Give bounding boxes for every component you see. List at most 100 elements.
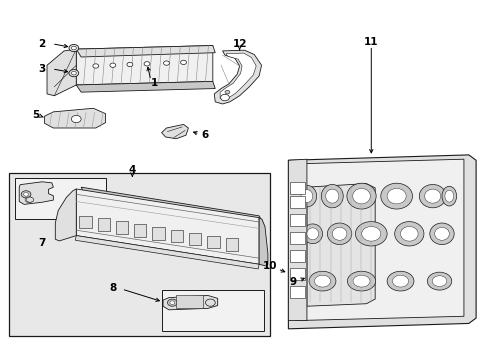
Circle shape [127, 62, 133, 67]
Circle shape [69, 44, 79, 51]
Circle shape [21, 191, 31, 198]
Ellipse shape [441, 186, 456, 206]
Text: 9: 9 [289, 277, 296, 287]
Ellipse shape [325, 189, 338, 203]
Circle shape [71, 116, 81, 123]
Polygon shape [76, 189, 259, 264]
Ellipse shape [392, 275, 408, 287]
Polygon shape [170, 230, 183, 242]
Ellipse shape [424, 189, 440, 203]
Polygon shape [288, 159, 306, 320]
Ellipse shape [400, 226, 417, 241]
Ellipse shape [301, 190, 312, 203]
Polygon shape [76, 81, 215, 92]
Ellipse shape [327, 223, 351, 244]
Ellipse shape [361, 226, 380, 241]
Bar [289, 197, 305, 208]
Polygon shape [19, 182, 53, 204]
Bar [289, 215, 305, 226]
Bar [289, 286, 305, 298]
Polygon shape [306, 184, 374, 306]
Circle shape [163, 61, 169, 65]
Polygon shape [81, 187, 261, 220]
Bar [289, 232, 305, 244]
Polygon shape [295, 159, 463, 320]
Text: 6: 6 [202, 130, 209, 140]
Ellipse shape [314, 275, 330, 287]
Polygon shape [79, 216, 91, 228]
Polygon shape [55, 189, 76, 241]
Polygon shape [161, 125, 188, 139]
Ellipse shape [434, 227, 448, 240]
Ellipse shape [380, 183, 412, 209]
Ellipse shape [355, 222, 386, 246]
Text: 8: 8 [109, 283, 116, 293]
Ellipse shape [386, 271, 413, 291]
Circle shape [224, 90, 229, 94]
Bar [289, 250, 305, 262]
Ellipse shape [346, 183, 375, 209]
Circle shape [71, 71, 76, 75]
Polygon shape [75, 235, 259, 269]
Polygon shape [163, 296, 217, 310]
Circle shape [167, 299, 177, 306]
Polygon shape [47, 49, 76, 96]
Ellipse shape [394, 222, 423, 246]
Ellipse shape [346, 271, 375, 291]
Polygon shape [44, 108, 105, 128]
Text: 1: 1 [150, 78, 158, 88]
Polygon shape [189, 233, 201, 245]
Ellipse shape [321, 184, 343, 208]
Polygon shape [152, 227, 164, 239]
Text: 10: 10 [263, 261, 277, 271]
Ellipse shape [352, 188, 369, 204]
Ellipse shape [306, 228, 318, 240]
Ellipse shape [427, 272, 451, 290]
Ellipse shape [429, 223, 453, 244]
Circle shape [25, 197, 33, 203]
Circle shape [110, 63, 116, 67]
Polygon shape [134, 224, 146, 237]
Ellipse shape [431, 276, 446, 287]
Bar [289, 268, 305, 280]
Ellipse shape [297, 185, 316, 207]
Circle shape [205, 299, 215, 306]
Polygon shape [116, 221, 128, 234]
Ellipse shape [352, 275, 369, 287]
Polygon shape [220, 53, 256, 100]
Circle shape [169, 301, 174, 305]
Circle shape [180, 60, 186, 64]
Circle shape [93, 64, 99, 68]
Polygon shape [176, 296, 203, 309]
Polygon shape [98, 219, 110, 231]
Ellipse shape [303, 224, 322, 244]
Polygon shape [214, 50, 261, 104]
Circle shape [71, 46, 76, 50]
Text: 12: 12 [232, 40, 246, 49]
Ellipse shape [331, 227, 346, 240]
Bar [161, 290, 264, 331]
Circle shape [220, 94, 229, 101]
Text: 11: 11 [363, 37, 378, 47]
Ellipse shape [308, 271, 335, 291]
Ellipse shape [418, 184, 445, 208]
Bar [15, 178, 105, 220]
Polygon shape [259, 218, 267, 266]
Text: 5: 5 [33, 111, 40, 121]
Ellipse shape [386, 188, 406, 204]
Polygon shape [288, 155, 475, 329]
Circle shape [144, 62, 150, 66]
Polygon shape [207, 235, 219, 248]
Circle shape [69, 69, 79, 77]
Bar [289, 182, 305, 194]
Text: 2: 2 [39, 39, 46, 49]
Polygon shape [76, 45, 212, 85]
Text: 7: 7 [39, 238, 46, 248]
Text: 4: 4 [128, 165, 136, 175]
Ellipse shape [444, 190, 453, 202]
Text: 3: 3 [39, 64, 46, 74]
Circle shape [23, 193, 28, 196]
Bar [9, 173, 270, 336]
Polygon shape [225, 238, 237, 251]
Polygon shape [76, 45, 215, 57]
